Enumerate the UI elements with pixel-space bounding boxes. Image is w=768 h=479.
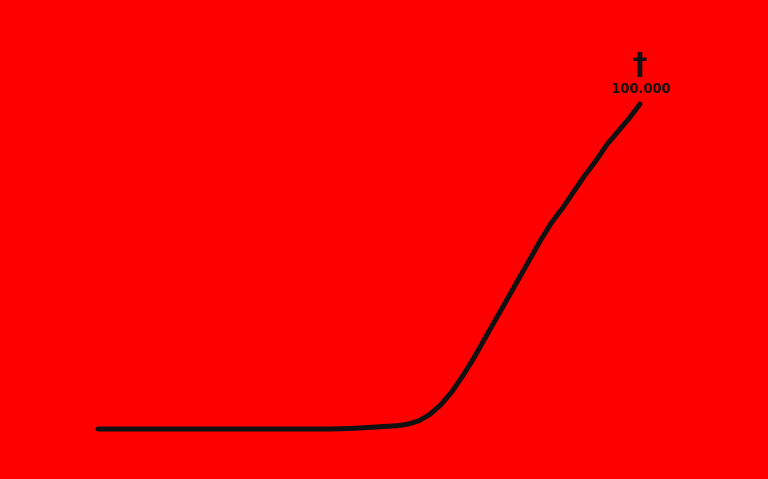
series-layer — [95, 101, 643, 432]
cross-symbol: † — [633, 47, 648, 82]
end-value-label: 100.000 — [611, 82, 670, 97]
series-line — [95, 101, 643, 432]
